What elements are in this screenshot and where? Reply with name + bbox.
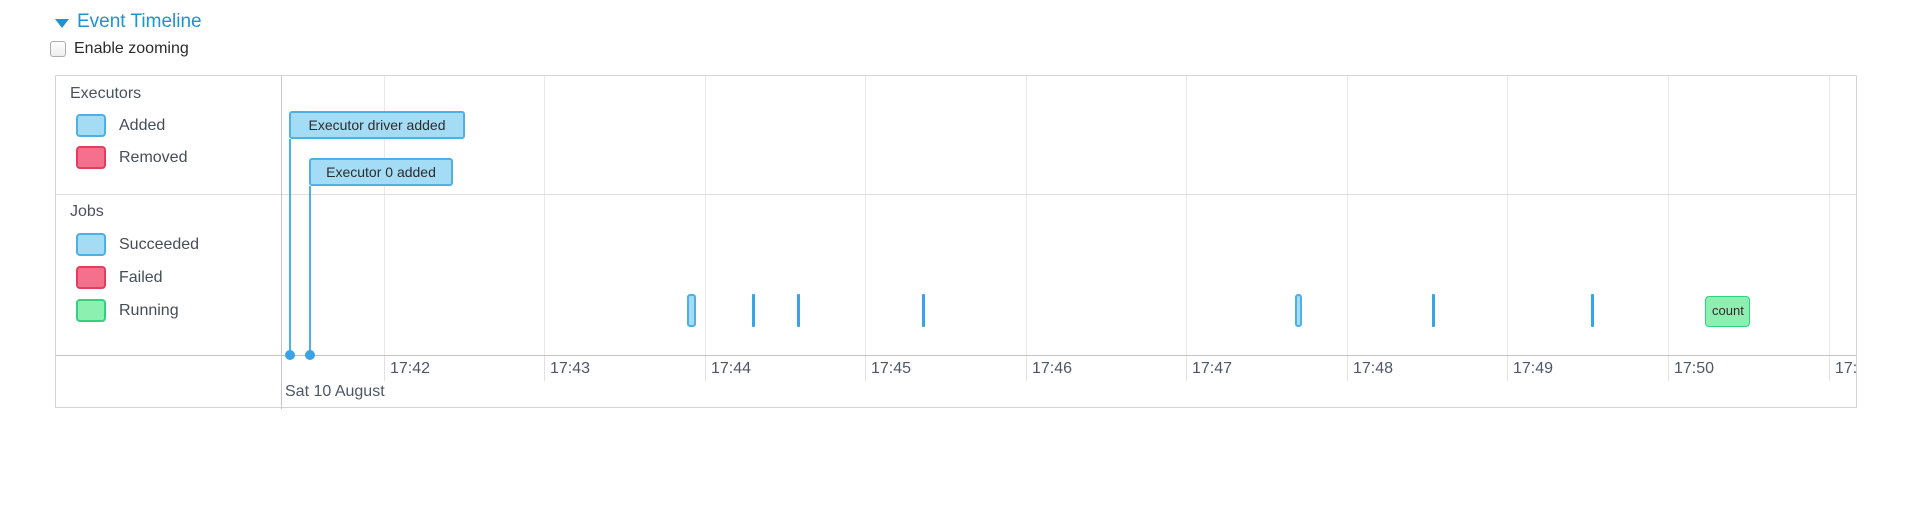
tick-label: 17:45 [871, 360, 912, 377]
enable-zooming-checkbox[interactable] [50, 41, 66, 57]
tick-mark [384, 356, 385, 381]
job-event-item[interactable] [1590, 294, 1594, 327]
tick-label: 17:47 [1192, 360, 1233, 377]
enable-zooming-label: Enable zooming [74, 40, 189, 57]
removed-legend-swatch [76, 146, 106, 169]
timeline-group-labels: Executors Jobs Added Removed Succeeded Fail… [56, 76, 281, 409]
tick-mark [544, 356, 545, 381]
tick-label: 17:51 [1835, 360, 1856, 377]
gridline [1026, 76, 1027, 355]
legend-label: Failed [119, 269, 163, 286]
tick-label: 17:42 [390, 360, 431, 377]
tick-label: 17:43 [550, 360, 591, 377]
gridline [1668, 76, 1669, 355]
tick-label: 17:48 [1353, 360, 1394, 377]
event-timeline-chart: Executors Jobs Added Removed Succeeded Fail… [55, 75, 1857, 409]
gridline [705, 76, 706, 355]
job-event-item-running[interactable]: count [1705, 296, 1750, 327]
group-label-executors: Executors [70, 85, 142, 102]
failed-legend-swatch [76, 266, 106, 289]
executor-event-item[interactable]: Executor driver added [289, 111, 465, 139]
gridline [1347, 76, 1348, 355]
tick-label: 17:50 [1674, 360, 1715, 377]
tick-label: 17:46 [1032, 360, 1073, 377]
legend-item-added: Added [76, 114, 165, 137]
gridline [1829, 76, 1830, 355]
collapse-arrow-icon [55, 18, 69, 28]
running-legend-swatch [76, 299, 106, 322]
added-legend-swatch [76, 114, 106, 137]
legend-item-removed: Removed [76, 146, 187, 169]
succeeded-legend-swatch [76, 233, 106, 256]
gridline [544, 76, 545, 355]
executor-event-dot [305, 350, 315, 360]
tick-mark [1829, 356, 1830, 381]
gridline [384, 76, 385, 355]
legend-item-failed: Failed [76, 266, 163, 289]
group-label-jobs: Jobs [70, 203, 104, 220]
executor-event-dot [285, 350, 295, 360]
tick-mark [1507, 356, 1508, 381]
tick-mark [1347, 356, 1348, 381]
executor-event-item[interactable]: Executor 0 added [309, 158, 453, 186]
tick-mark [1026, 356, 1027, 381]
timeline-canvas: Sat 10 August 17:42 17:43 17:44 17:45 17:46 1… [281, 76, 1856, 409]
job-event-item[interactable] [1431, 294, 1435, 327]
executor-event-line [309, 186, 311, 355]
gridline [865, 76, 866, 355]
legend-label: Running [119, 302, 179, 319]
legend-item-running: Running [76, 299, 179, 322]
legend-label: Added [119, 117, 166, 134]
tick-label: 17:44 [711, 360, 752, 377]
job-event-item[interactable] [1295, 294, 1302, 327]
time-axis-line [56, 355, 1856, 356]
executor-event-line [289, 139, 291, 355]
gridline [1186, 76, 1187, 355]
job-event-item[interactable] [751, 294, 755, 327]
gridline [1507, 76, 1508, 355]
job-event-item[interactable] [796, 294, 800, 327]
event-timeline-toggle[interactable]: Event Timeline [55, 11, 202, 33]
legend-item-succeeded: Succeeded [76, 233, 199, 256]
job-event-item[interactable] [921, 294, 925, 327]
tick-mark [1668, 356, 1669, 381]
tick-mark [705, 356, 706, 381]
label-column-border [281, 76, 282, 409]
section-title: Event Timeline [77, 11, 202, 32]
enable-zooming-row: Enable zooming [50, 40, 189, 58]
group-divider [56, 194, 1856, 195]
tick-mark [865, 356, 866, 381]
job-event-item[interactable] [687, 294, 696, 327]
legend-label: Succeeded [119, 236, 200, 253]
tick-label: 17:49 [1513, 360, 1554, 377]
tick-mark [1186, 356, 1187, 381]
axis-major-label: Sat 10 August [285, 383, 385, 400]
legend-label: Removed [119, 149, 188, 166]
